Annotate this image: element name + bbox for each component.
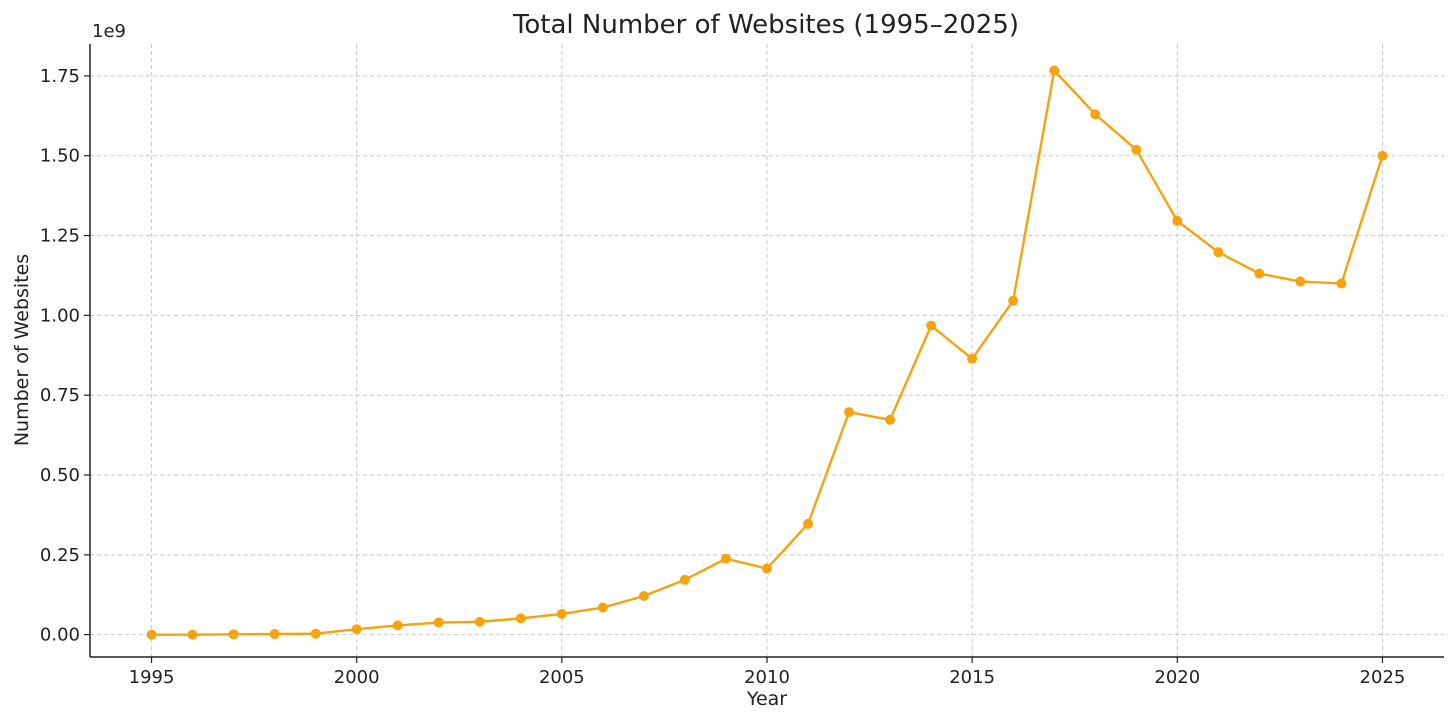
y-axis-label: Number of Websites: [11, 254, 33, 446]
y-tick-label-5: 1.25: [40, 226, 80, 247]
x-tick-label-6: 2025: [1360, 667, 1406, 688]
data-point-2022: [1254, 268, 1265, 279]
data-point-1996: [187, 629, 198, 640]
data-point-2020: [1172, 215, 1183, 226]
data-point-2002: [433, 617, 444, 628]
data-point-2010: [762, 563, 772, 574]
data-point-2009: [720, 553, 731, 564]
data-point-1995: [146, 629, 157, 640]
data-point-2012: [844, 407, 855, 418]
ticks-layer: 1995 2000 2005 2010 2015 2020 2025 0.00 0.25 0.50…: [40, 66, 1405, 688]
y-tick-label-4: 1.00: [40, 305, 80, 326]
series-layer: [146, 65, 1388, 640]
data-point-1998: [269, 629, 280, 640]
data-point-2014: [926, 320, 937, 331]
data-point-2006: [597, 602, 608, 613]
x-tick-label-3: 2010: [744, 667, 790, 688]
data-point-2005: [556, 608, 567, 619]
data-point-1999: [310, 628, 321, 639]
grid-layer: [90, 44, 1444, 657]
data-point-1997: [228, 629, 239, 640]
data-point-2023: [1295, 276, 1306, 287]
data-point-2008: [679, 574, 690, 585]
chart-title: Total Number of Websites (1995–2025): [512, 10, 1019, 40]
data-point-2019: [1131, 144, 1142, 155]
data-point-2018: [1090, 109, 1101, 120]
data-point-2007: [638, 591, 649, 602]
data-point-2017: [1049, 65, 1060, 76]
x-tick-label-2: 2005: [539, 667, 585, 688]
data-point-2021: [1213, 247, 1224, 258]
x-tick-label-1: 2000: [334, 667, 380, 688]
data-point-2016: [1008, 295, 1019, 306]
y-tick-label-7: 1.75: [40, 66, 80, 87]
y-tick-label-3: 0.75: [40, 385, 80, 406]
data-point-2001: [392, 620, 403, 631]
x-tick-label-0: 1995: [129, 667, 175, 688]
data-point-2003: [474, 616, 485, 627]
y-tick-label-0: 0.00: [40, 625, 80, 646]
x-tick-label-4: 2015: [949, 667, 995, 688]
data-point-2015: [967, 353, 978, 364]
data-point-2000: [351, 624, 362, 635]
x-axis-label: Year: [746, 688, 787, 710]
data-point-2004: [515, 613, 526, 624]
y-axis-offset-label: 1e9: [92, 21, 126, 42]
data-point-2011: [803, 518, 814, 529]
y-tick-label-6: 1.50: [40, 146, 80, 167]
data-point-2025: [1377, 150, 1388, 161]
x-tick-label-5: 2020: [1154, 667, 1200, 688]
data-point-2024: [1336, 278, 1347, 289]
data-point-2013: [885, 414, 896, 425]
y-tick-label-1: 0.25: [40, 545, 80, 566]
y-tick-label-2: 0.50: [40, 465, 80, 486]
